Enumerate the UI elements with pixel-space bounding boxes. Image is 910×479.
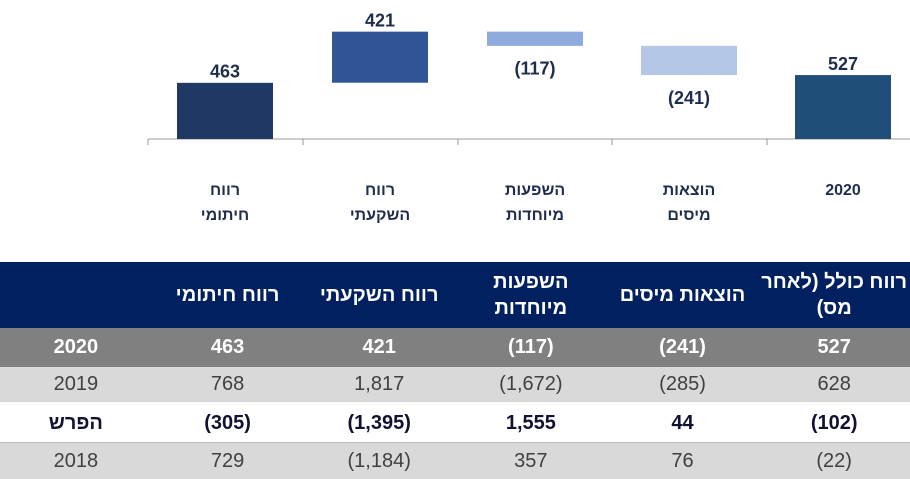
table-cell: (117): [455, 328, 607, 367]
value-label: 421: [365, 10, 395, 30]
table-cell: (241): [607, 328, 759, 367]
row-label: 2019: [0, 367, 152, 404]
table-cell: (285): [607, 367, 759, 404]
table-cell: 1,817: [303, 367, 455, 404]
header-cell: [0, 262, 152, 328]
table-cell: (102): [758, 404, 910, 443]
header-cell: השפעות מיוחדות: [455, 262, 607, 328]
value-label: (241): [668, 88, 710, 108]
table-cell: (1,184): [303, 443, 455, 479]
table-cell: 76: [607, 443, 759, 479]
header-cell: הוצאות מיסים: [607, 262, 759, 328]
table-cell: (22): [758, 443, 910, 479]
header-cell: רווח חיתומי: [152, 262, 304, 328]
category-label: רווח השקעתי: [343, 178, 417, 228]
table-cell: 729: [152, 443, 304, 479]
chart: 527 (241) (117) 421 463: [0, 0, 910, 250]
table-cell: 628: [758, 367, 910, 404]
table-cell: 421: [303, 328, 455, 367]
category-label: רווח חיתומי: [188, 178, 262, 228]
bar: [332, 32, 428, 83]
bar: [487, 32, 583, 46]
value-label: (117): [514, 59, 555, 79]
category-label: השפעות מיוחדות: [498, 178, 572, 228]
header-cell: רווח השקעתי: [303, 262, 455, 328]
bar: [177, 83, 273, 139]
table-cell: 44: [607, 404, 759, 443]
table-cell: (1,395): [303, 404, 455, 443]
table-cell: 357: [455, 443, 607, 479]
header-cell: רווח כולל (לאחר מס): [758, 262, 910, 328]
value-label: 463: [210, 62, 240, 82]
table-cell: 768: [152, 367, 304, 404]
table-cell: 1,555: [455, 404, 607, 443]
table-cell: 527: [758, 328, 910, 367]
axis-ticks: [148, 139, 767, 145]
row-label: הפרש: [0, 404, 152, 443]
category-label: 2020: [806, 178, 880, 203]
row-label: 2018: [0, 443, 152, 479]
table-cell: 463: [152, 328, 304, 367]
row-label: 2020: [0, 328, 152, 367]
table-cell: (1,672): [455, 367, 607, 404]
bar: [795, 75, 891, 139]
bar: [641, 46, 737, 75]
category-label: הוצאות מיסים: [652, 178, 726, 228]
table-cell: (305): [152, 404, 304, 443]
value-label: 527: [828, 54, 858, 74]
